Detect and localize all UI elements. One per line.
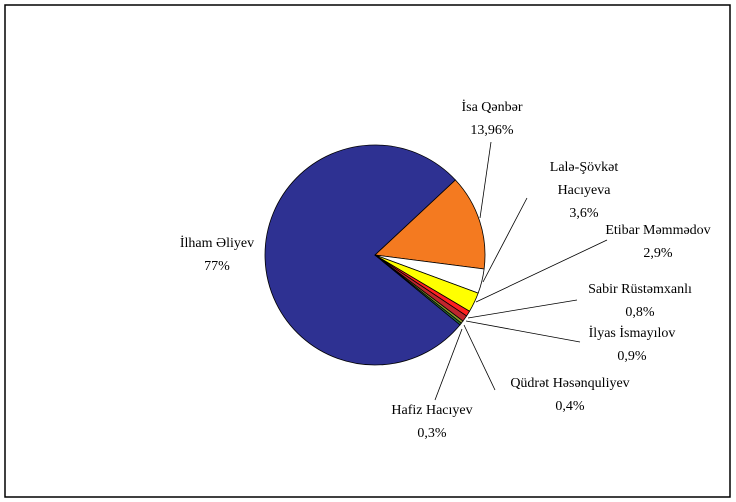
slice-label: İlyas İsmayılov 0,9% bbox=[562, 322, 702, 368]
slice-name: Sabir Rüstəmxanlı bbox=[588, 282, 692, 297]
slice-label: Lalə-Şövkət Hacıyeva 3,6% bbox=[534, 156, 634, 225]
slice-name: İlham Əliyev bbox=[179, 236, 255, 251]
pie-slice bbox=[264, 144, 461, 366]
slice-label: Etibar Məmmədov 2,9% bbox=[588, 219, 728, 265]
slice-name: Qüdrət Həsənquliyev bbox=[510, 376, 630, 391]
slice-name: Hafiz Hacıyev bbox=[391, 403, 473, 418]
slice-name: İsa Qənbər bbox=[461, 100, 523, 115]
leader-line bbox=[467, 299, 578, 319]
slice-value: 2,9% bbox=[643, 246, 673, 261]
pie-slice bbox=[374, 179, 486, 270]
slice-label: Sabir Rüstəmxanlı 0,8% bbox=[560, 278, 720, 324]
slice-value: 77% bbox=[204, 259, 230, 274]
slice-value: 0,9% bbox=[617, 349, 647, 364]
slice-value: 0,4% bbox=[555, 399, 585, 414]
slice-label: İlham Əliyev 77% bbox=[157, 232, 277, 278]
slice-label: Qüdrət Həsənquliyev 0,4% bbox=[480, 372, 660, 418]
leader-line bbox=[479, 141, 492, 219]
slice-name: Lalə-Şövkət Hacıyeva bbox=[549, 160, 619, 198]
leader-line bbox=[434, 328, 463, 401]
slice-name: Etibar Məmmədov bbox=[605, 223, 711, 238]
leader-line bbox=[465, 320, 581, 343]
slice-value: 0,8% bbox=[625, 305, 655, 320]
slice-name: İlyas İsmayılov bbox=[588, 326, 676, 341]
leader-line bbox=[475, 239, 608, 303]
leader-line bbox=[482, 197, 528, 283]
slice-value: 3,6% bbox=[569, 206, 599, 221]
slice-value: 0,3% bbox=[417, 426, 447, 441]
leaders bbox=[434, 141, 608, 401]
pie-slice bbox=[374, 254, 462, 326]
leader-line bbox=[463, 324, 496, 391]
slice-label: İsa Qənbər 13,96% bbox=[432, 96, 552, 142]
slice-label: Hafiz Hacıyev 0,3% bbox=[362, 399, 502, 445]
slice-value: 13,96% bbox=[470, 123, 514, 138]
